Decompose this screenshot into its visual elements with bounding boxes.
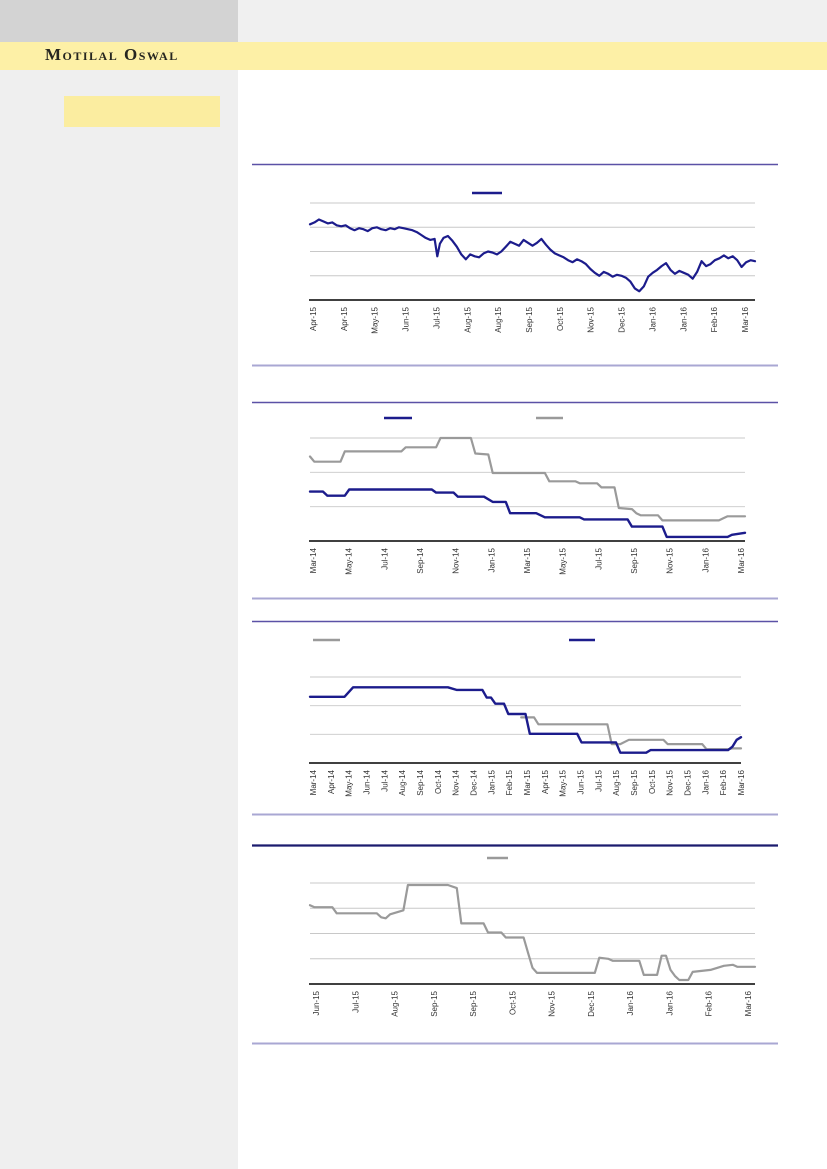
x-axis-label: Apr-14 — [327, 769, 336, 794]
x-axis-label: Aug-15 — [391, 990, 400, 1016]
x-axis-label: Aug-15 — [463, 306, 472, 332]
x-axis-label: Mar-16 — [744, 990, 753, 1016]
series-navy-step-line — [308, 686, 743, 754]
series-gray-step-line — [308, 883, 757, 982]
x-axis-label: Jun-15 — [402, 306, 411, 331]
x-axis-label: Jan-16 — [626, 990, 635, 1015]
x-axis-label: May-15 — [559, 547, 568, 574]
x-axis-label: Mar-16 — [737, 769, 746, 795]
x-axis-label: Jan-16 — [701, 769, 710, 794]
x-axis-label: Mar-16 — [737, 547, 746, 573]
x-axis-label: Mar-14 — [309, 547, 318, 573]
chart-4-gray-step-line: Jun-15 Jul-15 Aug-15 Sep-15 Sep-15 Oct-15 Nov-… — [252, 844, 778, 1045]
chart-2-two-step-lines: Mar-14 May-14 Jul-14 Sep-14 Nov-14 Jan-15 Mar-… — [252, 401, 778, 600]
x-axis-label: Apr-15 — [340, 306, 349, 331]
brand-band: Motilal Oswal — [0, 42, 827, 70]
topbar-right-block — [238, 0, 827, 42]
x-axis-label: May-14 — [345, 547, 354, 574]
x-axis-label: Jan-16 — [665, 990, 674, 1015]
x-axis-label: Apr-15 — [309, 306, 318, 331]
x-axis-label: Feb-15 — [505, 769, 514, 795]
x-axis-label: Mar-16 — [741, 306, 750, 332]
x-axis-label: Jul-14 — [380, 547, 389, 569]
x-axis-label: Feb-16 — [710, 306, 719, 332]
x-axis-label: Oct-15 — [648, 769, 657, 794]
x-axis-label: Jun-15 — [577, 769, 586, 794]
topbar-left-block — [0, 0, 238, 42]
series-gray-step-line — [308, 436, 747, 522]
x-axis-label: Jan-16 — [701, 547, 710, 572]
x-axis-label: Nov-15 — [666, 769, 675, 795]
x-axis-label: Jan-16 — [679, 306, 688, 331]
x-axis-label: Dec-15 — [587, 990, 596, 1016]
x-axis-label: Nov-14 — [452, 547, 461, 573]
x-axis-label: Aug-15 — [612, 769, 621, 795]
x-axis-label: Aug-14 — [398, 769, 407, 795]
x-axis-label: Sep-14 — [416, 547, 425, 573]
x-axis-label: Jul-15 — [432, 306, 441, 328]
sidebar — [0, 70, 238, 1169]
series-navy-price-line — [308, 218, 757, 293]
chart-1-price-line: Apr-15 Apr-15 May-15 Jun-15 Jul-15 Aug-15 Aug-… — [252, 163, 778, 367]
x-axis-label: Nov-15 — [587, 306, 596, 332]
x-axis-label: May-14 — [345, 769, 354, 796]
brand-logo-text: Motilal Oswal — [45, 45, 179, 64]
x-axis-label: Sep-14 — [416, 769, 425, 795]
x-axis-label: Sep-15 — [630, 769, 639, 795]
x-axis-label: Nov-14 — [452, 769, 461, 795]
x-axis-label: Sep-15 — [430, 990, 439, 1016]
x-axis-label: Nov-15 — [666, 547, 675, 573]
x-axis-label: Mar-15 — [523, 547, 532, 573]
x-axis-label: Apr-15 — [541, 769, 550, 794]
x-axis-label: Oct-15 — [556, 306, 565, 331]
series-navy-step-line — [308, 488, 747, 539]
chart-3-two-step-lines: Mar-14 Apr-14 May-14 Jun-14 Jul-14 Aug-14 Sep-… — [252, 620, 778, 816]
x-axis-label: Jul-14 — [380, 769, 389, 791]
x-axis-label: Feb-16 — [705, 990, 714, 1016]
x-axis-label: Jan-15 — [487, 547, 496, 572]
x-axis-label: Jun-14 — [363, 769, 372, 794]
x-axis-label: Jul-15 — [594, 547, 603, 569]
x-axis-label: Sep-15 — [469, 990, 478, 1016]
x-axis-label: Jan-15 — [487, 769, 496, 794]
sidebar-highlight-box — [64, 96, 220, 127]
x-axis-label: Dec-15 — [618, 306, 627, 332]
x-axis-label: Jun-15 — [312, 990, 321, 1015]
x-axis-label: Jan-16 — [648, 306, 657, 331]
x-axis-label: Dec-15 — [684, 769, 693, 795]
x-axis-label: May-15 — [559, 769, 568, 796]
x-axis-label: Feb-16 — [719, 769, 728, 795]
x-axis-label: Oct-15 — [508, 990, 517, 1015]
x-axis-label: Dec-14 — [470, 769, 479, 795]
x-axis-label: Jul-15 — [351, 990, 360, 1012]
x-axis-label: Mar-14 — [309, 769, 318, 795]
x-axis-label: Nov-15 — [548, 990, 557, 1016]
x-axis-label: Mar-15 — [523, 769, 532, 795]
x-axis-label: Oct-14 — [434, 769, 443, 794]
x-axis-label: Aug-15 — [494, 306, 503, 332]
x-axis-label: Sep-15 — [525, 306, 534, 332]
x-axis-label: Jul-15 — [594, 769, 603, 791]
x-axis-label: May-15 — [371, 306, 380, 333]
x-axis-label: Sep-15 — [630, 547, 639, 573]
